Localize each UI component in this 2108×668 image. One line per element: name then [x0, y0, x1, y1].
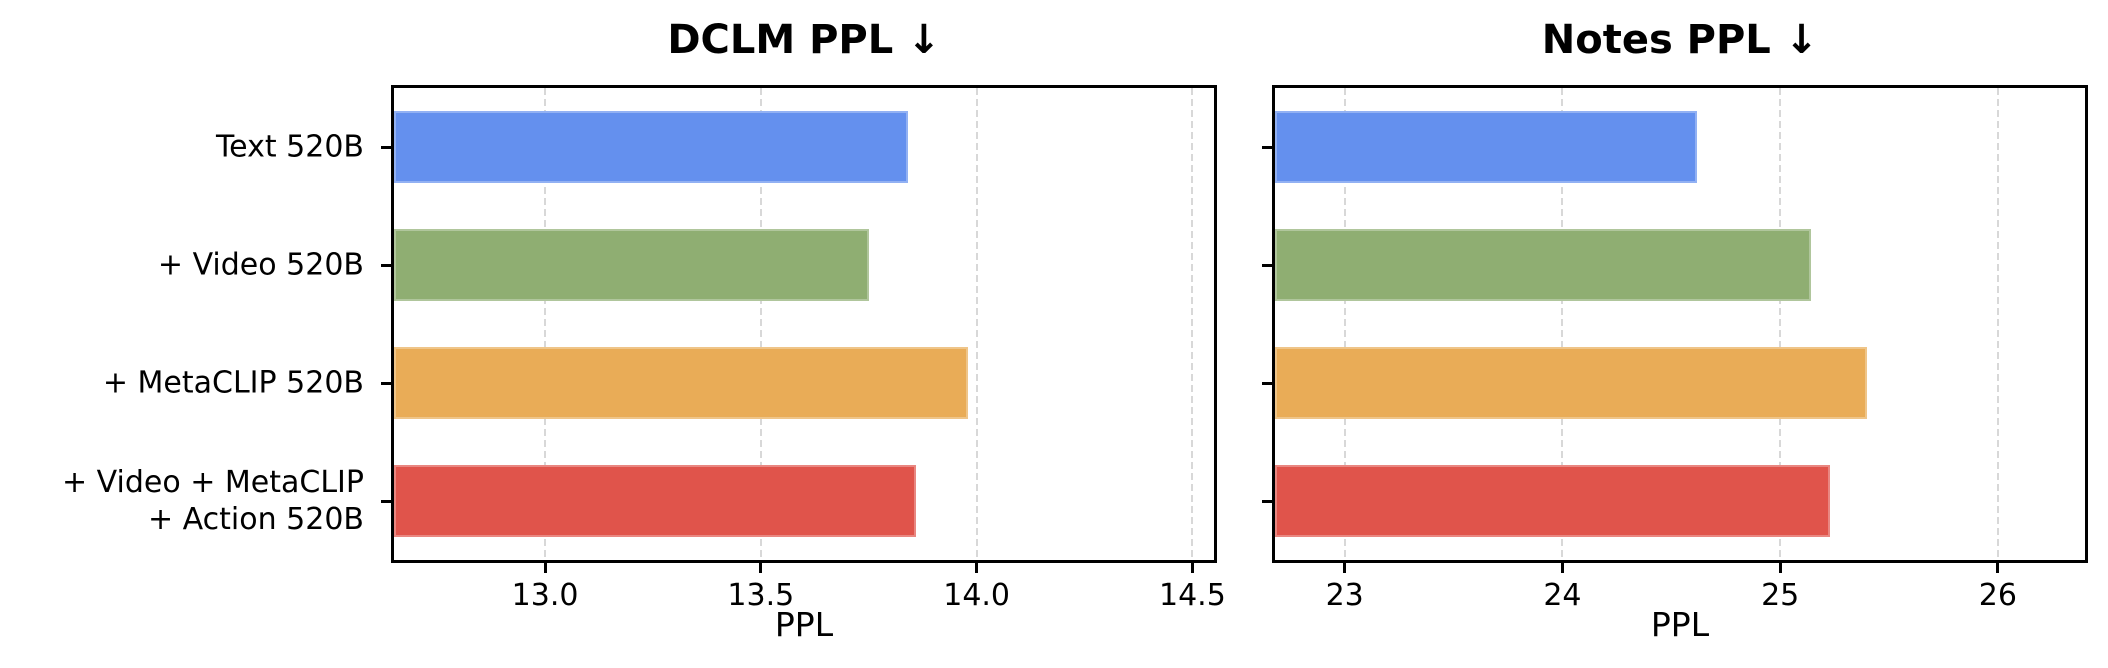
left-chart-plot-area — [391, 85, 1217, 563]
bar-video-520b — [1275, 229, 1811, 301]
x-tick-label: 25 — [1761, 578, 1800, 613]
right-chart-title: Notes PPL ↓ — [1541, 17, 1819, 63]
category-label-video-metaclip-action-520b: + Video + MetaCLIP + Action 520B — [61, 465, 364, 537]
y-tick-mark — [1262, 263, 1272, 267]
left-chart-x-axis-label: PPL — [774, 605, 834, 644]
x-tick-mark — [759, 563, 763, 573]
x-tick-label: 14.0 — [943, 578, 1011, 613]
bar-video-metaclip-action-520b — [1275, 465, 1831, 537]
right-chart-x-axis-label: PPL — [1650, 605, 1710, 644]
x-tick-label: 13.5 — [727, 578, 795, 613]
gridline-x-13.0 — [544, 88, 547, 560]
bar-video-520b — [394, 229, 869, 301]
x-tick-mark — [1778, 563, 1782, 573]
y-tick-mark — [1262, 145, 1272, 149]
x-tick-label: 14.5 — [1159, 578, 1226, 613]
gridline-x-24 — [1561, 88, 1564, 560]
y-tick-mark — [1262, 381, 1272, 385]
gridline-x-26 — [1996, 88, 1999, 560]
x-tick-label: 23 — [1325, 578, 1364, 613]
y-tick-mark — [381, 263, 391, 267]
y-tick-mark — [1262, 499, 1272, 503]
x-tick-label: 26 — [1978, 578, 2017, 613]
category-label-video-520b: + Video 520B — [157, 247, 364, 283]
right-chart-plot-area — [1272, 85, 2088, 563]
bar-metaclip-520b — [394, 347, 968, 419]
bar-video-metaclip-action-520b — [394, 465, 917, 537]
x-tick-mark — [1343, 563, 1347, 573]
x-tick-mark — [1190, 563, 1194, 573]
gridline-x-25 — [1779, 88, 1782, 560]
y-tick-mark — [381, 381, 391, 385]
x-tick-label: 24 — [1543, 578, 1582, 613]
category-label-text-520b: Text 520B — [215, 129, 364, 165]
y-tick-mark — [381, 499, 391, 503]
gridline-x-14.0 — [975, 88, 978, 560]
gridline-x-14.5 — [1191, 88, 1194, 560]
category-label-metaclip-520b: + MetaCLIP 520B — [102, 365, 364, 401]
x-tick-mark — [1996, 563, 2000, 573]
x-tick-mark — [543, 563, 547, 573]
bar-text-520b — [1275, 111, 1698, 183]
bar-metaclip-520b — [1275, 347, 1868, 419]
x-tick-mark — [975, 563, 979, 573]
gridline-x-23 — [1343, 88, 1346, 560]
left-chart-title: DCLM PPL ↓ — [667, 17, 941, 63]
x-tick-label: 13.0 — [511, 578, 579, 613]
x-tick-mark — [1560, 563, 1564, 573]
bar-text-520b — [394, 111, 908, 183]
gridline-x-13.5 — [759, 88, 762, 560]
y-tick-mark — [381, 145, 391, 149]
